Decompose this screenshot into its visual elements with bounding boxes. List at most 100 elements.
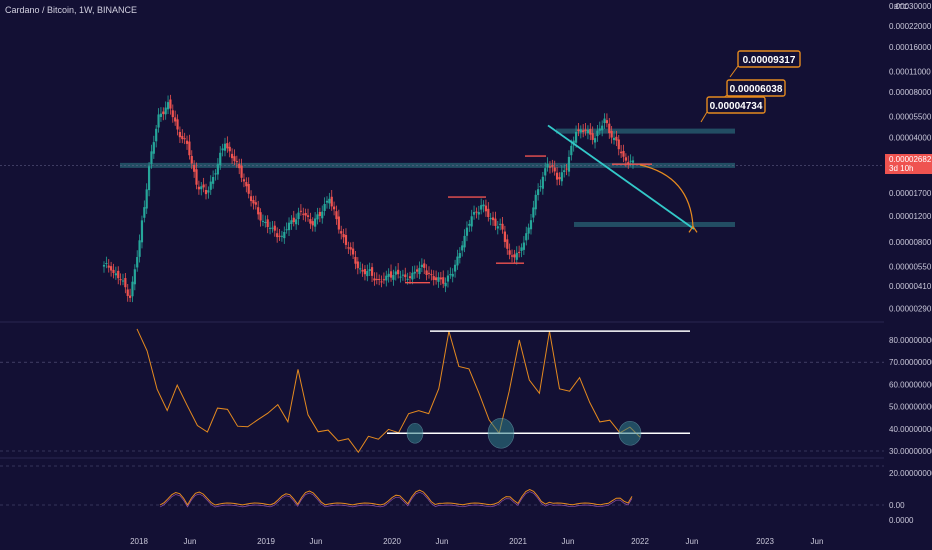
candle xyxy=(280,235,284,237)
candle xyxy=(574,132,578,143)
candle xyxy=(181,135,184,140)
candle xyxy=(124,278,127,288)
candle xyxy=(128,295,132,298)
countdown-label: 3d 10h xyxy=(889,164,913,173)
candle xyxy=(529,220,533,230)
x-tick-label: 2023 xyxy=(756,537,774,546)
candle xyxy=(162,111,165,115)
osc-tick-label: 0.0000 xyxy=(889,516,914,525)
candle xyxy=(537,189,540,196)
candle xyxy=(235,161,238,163)
candle xyxy=(325,200,329,203)
candle xyxy=(551,165,554,167)
candle xyxy=(518,251,521,253)
candle xyxy=(344,235,348,245)
candle xyxy=(347,247,350,249)
candle xyxy=(570,145,573,156)
candle xyxy=(264,221,267,223)
candle xyxy=(361,269,364,272)
candle xyxy=(285,229,288,231)
projection-arrow xyxy=(639,164,694,227)
candle xyxy=(221,148,224,151)
callout-label: 0.00006038 xyxy=(730,84,783,95)
candle xyxy=(117,270,120,279)
candle xyxy=(150,151,153,164)
trendline xyxy=(547,124,695,230)
candle xyxy=(183,138,186,140)
candle xyxy=(589,129,592,135)
rsi-tick-label: 30.00000000 xyxy=(889,447,932,456)
candle xyxy=(563,170,566,172)
candle xyxy=(335,211,338,220)
candle xyxy=(406,278,409,280)
candle xyxy=(539,186,542,188)
candle xyxy=(508,250,511,255)
candle xyxy=(152,142,155,154)
candle xyxy=(351,248,355,255)
price-zone xyxy=(574,221,735,227)
candle xyxy=(254,202,257,205)
candle xyxy=(501,223,504,230)
x-tick-label: 2021 xyxy=(509,537,527,546)
candle xyxy=(174,117,177,122)
candle xyxy=(475,211,478,213)
candle xyxy=(437,277,440,282)
candle xyxy=(515,252,518,260)
candle xyxy=(287,222,291,231)
candle xyxy=(477,212,480,215)
candle xyxy=(290,220,293,224)
candle xyxy=(228,146,231,152)
rsi-touch-marker xyxy=(618,420,642,446)
candle xyxy=(544,168,547,176)
candle xyxy=(223,143,227,151)
candle xyxy=(555,172,559,180)
candle xyxy=(138,240,141,257)
candle xyxy=(510,255,514,257)
candle xyxy=(404,274,407,278)
price-tick-label: 0.00001700 xyxy=(889,189,932,198)
candle xyxy=(193,164,196,172)
candle xyxy=(328,198,331,204)
callout-box xyxy=(726,79,786,97)
x-tick-label: Jun xyxy=(310,537,323,546)
candle xyxy=(449,274,452,276)
candle xyxy=(136,257,139,268)
candle xyxy=(489,217,492,220)
rsi-tick-label: 40.00000000 xyxy=(889,425,932,434)
candle xyxy=(506,239,509,249)
candle xyxy=(159,113,163,117)
candle xyxy=(204,189,208,195)
candle xyxy=(268,227,272,229)
candle xyxy=(629,160,632,162)
price-tick-label: 0.00022000 xyxy=(889,22,932,31)
candle xyxy=(608,123,611,134)
x-tick-label: Jun xyxy=(184,537,197,546)
x-tick-label: 2019 xyxy=(257,537,275,546)
price-tick-label: 0.00000410 xyxy=(889,282,932,291)
rsi-tick-label: 20.00000000 xyxy=(889,469,932,478)
candle xyxy=(359,268,362,270)
candle xyxy=(631,160,635,163)
candle xyxy=(356,261,359,269)
candle xyxy=(297,212,300,220)
candle xyxy=(276,233,279,238)
candle xyxy=(330,196,333,207)
candle xyxy=(546,164,549,168)
candle xyxy=(461,245,464,251)
candle xyxy=(425,270,428,275)
candle xyxy=(375,278,378,280)
candle xyxy=(169,99,172,109)
candle xyxy=(314,218,317,227)
candle xyxy=(399,276,402,278)
candle xyxy=(145,189,148,209)
candle xyxy=(195,169,198,185)
price-tick-label: 0.00016000 xyxy=(889,43,932,52)
price-tick-label: 0.00005500 xyxy=(889,113,932,122)
candle xyxy=(579,129,582,133)
candle xyxy=(333,206,336,210)
rsi-touch-marker xyxy=(406,422,424,444)
candle xyxy=(385,275,388,281)
candle xyxy=(548,166,552,168)
